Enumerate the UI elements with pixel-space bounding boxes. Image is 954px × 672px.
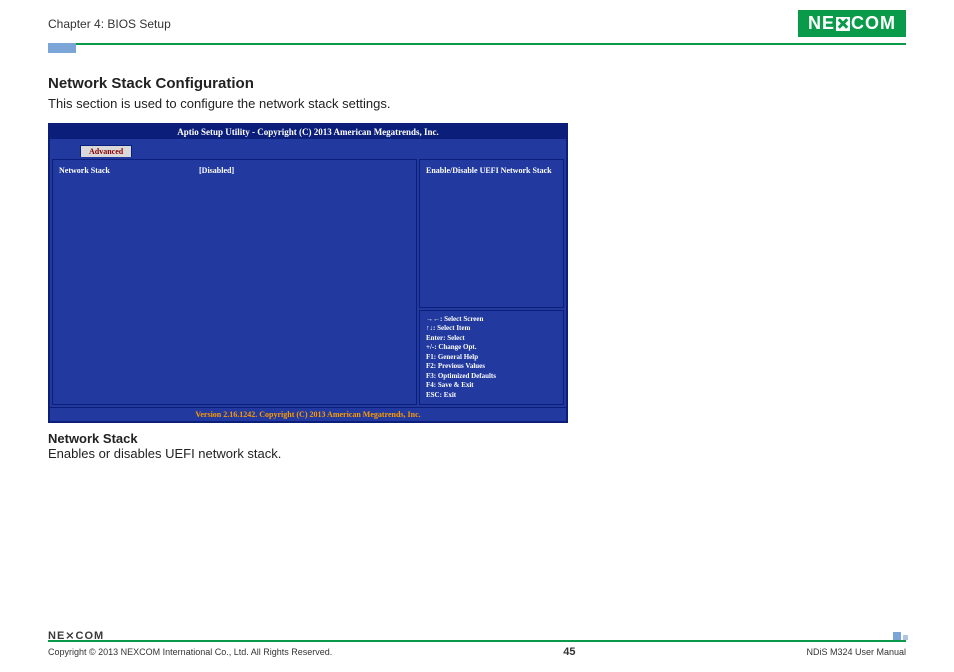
bios-tab-row: Advanced	[50, 139, 566, 157]
logo-x-icon	[836, 17, 850, 31]
bios-titlebar: Aptio Setup Utility - Copyright (C) 2013…	[50, 125, 566, 139]
header-rule-tab	[48, 43, 76, 53]
option-description: Network Stack Enables or disables UEFI n…	[48, 431, 906, 461]
logo-pre: NE	[808, 13, 835, 34]
square-icon	[893, 632, 901, 640]
bios-legend-line: F2: Previous Values	[426, 362, 557, 371]
bios-legend-line: F4: Save & Exit	[426, 381, 557, 390]
bios-legend-line: ESC: Exit	[426, 391, 557, 400]
page-footer: NE⨯COM Copyright © 2013 NEXCOM Internati…	[48, 629, 906, 658]
header-rule	[48, 43, 906, 45]
bios-tab-advanced[interactable]: Advanced	[80, 145, 132, 157]
section-desc: This section is used to configure the ne…	[48, 96, 906, 111]
bios-option-label: Network Stack	[59, 166, 199, 175]
content-area: Network Stack Configuration This section…	[0, 45, 954, 461]
page-header: Chapter 4: BIOS Setup NE COM	[0, 0, 954, 37]
option-desc-title: Network Stack	[48, 431, 906, 446]
option-desc-text: Enables or disables UEFI network stack.	[48, 446, 906, 461]
bios-right-pane: Enable/Disable UEFI Network Stack →←: Se…	[419, 159, 564, 405]
footer-row: Copyright © 2013 NEXCOM International Co…	[48, 646, 906, 658]
bios-legend: →←: Select Screen ↑↓: Select Item Enter:…	[419, 310, 564, 405]
footer-page-number: 45	[563, 646, 575, 658]
bios-legend-line: F3: Optimized Defaults	[426, 372, 557, 381]
bios-option-row[interactable]: Network Stack [Disabled]	[59, 166, 410, 175]
bios-legend-line: Enter: Select	[426, 334, 557, 343]
footer-squares-icon	[893, 632, 908, 640]
bios-screenshot: Aptio Setup Utility - Copyright (C) 2013…	[48, 123, 568, 423]
footer-copyright: Copyright © 2013 NEXCOM International Co…	[48, 647, 332, 657]
chapter-title: Chapter 4: BIOS Setup	[48, 17, 171, 31]
bios-body: Network Stack [Disabled] Enable/Disable …	[50, 157, 566, 407]
logo-post: COM	[851, 13, 896, 34]
footer-rule	[48, 640, 906, 642]
bios-legend-line: ↑↓: Select Item	[426, 324, 557, 333]
bios-legend-line: →←: Select Screen	[426, 315, 557, 324]
footer-manual-name: NDiS M324 User Manual	[806, 647, 906, 657]
bios-footer: Version 2.16.1242. Copyright (C) 2013 Am…	[50, 407, 566, 421]
section-title: Network Stack Configuration	[48, 75, 906, 92]
bios-option-value: [Disabled]	[199, 166, 234, 175]
nexcom-logo: NE COM	[798, 10, 906, 37]
bios-left-pane: Network Stack [Disabled]	[52, 159, 417, 405]
bios-legend-line: +/-: Change Opt.	[426, 343, 557, 352]
bios-legend-line: F1: General Help	[426, 353, 557, 362]
bios-help-text: Enable/Disable UEFI Network Stack	[419, 159, 564, 308]
square-icon	[903, 635, 908, 640]
